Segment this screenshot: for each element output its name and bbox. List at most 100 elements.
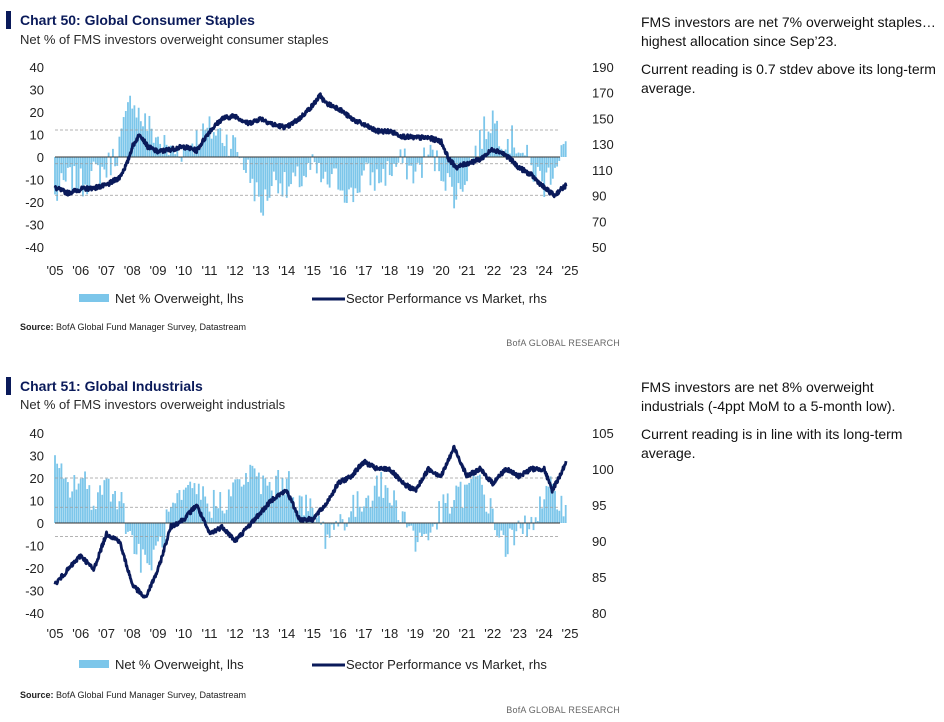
bar [350, 511, 353, 523]
right-axis-tick-label: 90 [592, 534, 606, 549]
bar [547, 157, 550, 168]
bar [283, 157, 286, 173]
bar [313, 157, 316, 163]
bar [324, 523, 327, 549]
bar [551, 483, 554, 523]
bar [339, 514, 342, 523]
right-axis-tick-label: 70 [592, 214, 606, 229]
bar [215, 135, 217, 157]
bar [174, 154, 177, 157]
bar [425, 523, 428, 534]
bar [375, 475, 378, 523]
bar [206, 127, 209, 157]
left-axis-tick-label: -10 [25, 539, 44, 554]
x-axis-tick-label: '18 [381, 263, 398, 278]
bar [478, 130, 481, 157]
bar [279, 495, 282, 523]
x-axis-tick-label: '17 [356, 626, 373, 641]
x-axis-tick-label: '25 [562, 626, 579, 641]
bar [365, 157, 368, 163]
bar [217, 508, 219, 523]
left-axis-tick-label: -30 [25, 584, 44, 599]
bar [390, 505, 393, 523]
bar [373, 485, 376, 523]
bar [236, 479, 239, 523]
bar [506, 523, 509, 555]
bar [163, 523, 166, 546]
bar [343, 523, 346, 531]
bar [212, 489, 215, 523]
bar [493, 123, 496, 157]
bar [517, 152, 520, 157]
bar [296, 157, 299, 167]
bar [515, 523, 518, 532]
bar [86, 157, 89, 195]
bar [120, 128, 123, 157]
bar [148, 523, 151, 565]
bar [541, 508, 544, 523]
bar [174, 503, 177, 523]
left-axis-tick-label: 10 [30, 494, 44, 509]
chart-source-text: BofA Global Fund Manager Survey, Datastr… [56, 322, 246, 332]
bar [73, 475, 76, 523]
bar [225, 134, 228, 157]
bar [253, 157, 256, 202]
bar [493, 523, 496, 531]
bar [232, 135, 235, 157]
bar [64, 157, 67, 182]
bar [109, 157, 112, 176]
bar [116, 157, 119, 166]
bar [260, 494, 262, 523]
chart-subtitle: Net % of FMS investors overweight consum… [20, 32, 329, 47]
bar [448, 513, 451, 523]
bar [200, 147, 202, 157]
bar [253, 468, 256, 523]
bar [69, 157, 71, 168]
chart-title: Chart 50: Global Consumer Staples [20, 12, 255, 28]
bar [212, 132, 215, 157]
bar [77, 483, 80, 523]
bar [401, 511, 404, 523]
bar [545, 157, 548, 173]
bar [157, 136, 159, 157]
bar [519, 523, 522, 529]
bar [249, 157, 252, 183]
bar [245, 473, 247, 523]
bar [532, 157, 535, 182]
bar [401, 157, 404, 164]
bar [191, 488, 194, 523]
x-axis-tick-label: '17 [356, 263, 373, 278]
bar [129, 523, 132, 531]
bar [455, 485, 458, 523]
bar [414, 523, 417, 552]
bar [386, 157, 389, 162]
bar [549, 476, 552, 523]
bar [354, 157, 357, 189]
legend-label: Sector Performance vs Market, rhs [346, 657, 547, 672]
bar [97, 492, 99, 523]
bar [84, 157, 86, 185]
bar [64, 477, 67, 523]
right-axis-tick-label: 150 [592, 111, 614, 126]
x-axis-tick-label: '07 [98, 263, 115, 278]
bar [122, 503, 125, 523]
bar [204, 129, 207, 157]
bar [137, 107, 140, 157]
bar [281, 477, 284, 523]
x-axis-tick-label: '06 [72, 626, 89, 641]
bar [352, 494, 355, 523]
bar [189, 481, 192, 523]
x-axis-tick-label: '19 [407, 263, 424, 278]
bar [58, 468, 61, 523]
bar [326, 157, 329, 185]
bar [230, 496, 232, 523]
bar [266, 157, 269, 201]
bar [262, 475, 265, 523]
bar [427, 523, 430, 541]
bar [225, 509, 228, 523]
chart-source-text: BofA Global Fund Manager Survey, Datastr… [56, 690, 246, 700]
bar [371, 157, 374, 173]
bar [431, 523, 434, 527]
bar [101, 157, 104, 167]
bar [210, 517, 213, 523]
